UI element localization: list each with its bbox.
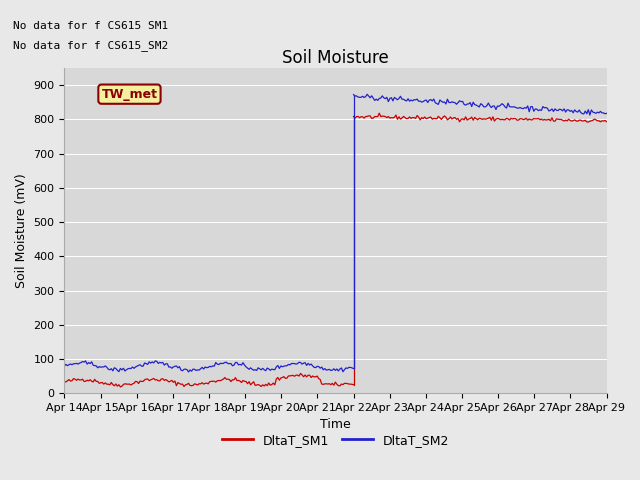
Legend: DltaT_SM1, DltaT_SM2: DltaT_SM1, DltaT_SM2: [216, 429, 454, 452]
Text: TW_met: TW_met: [102, 88, 157, 101]
Y-axis label: Soil Moisture (mV): Soil Moisture (mV): [15, 173, 28, 288]
Title: Soil Moisture: Soil Moisture: [282, 48, 389, 67]
Text: No data for f CS615_SM2: No data for f CS615_SM2: [13, 40, 168, 51]
X-axis label: Time: Time: [320, 419, 351, 432]
Text: No data for f CS615 SM1: No data for f CS615 SM1: [13, 21, 168, 31]
